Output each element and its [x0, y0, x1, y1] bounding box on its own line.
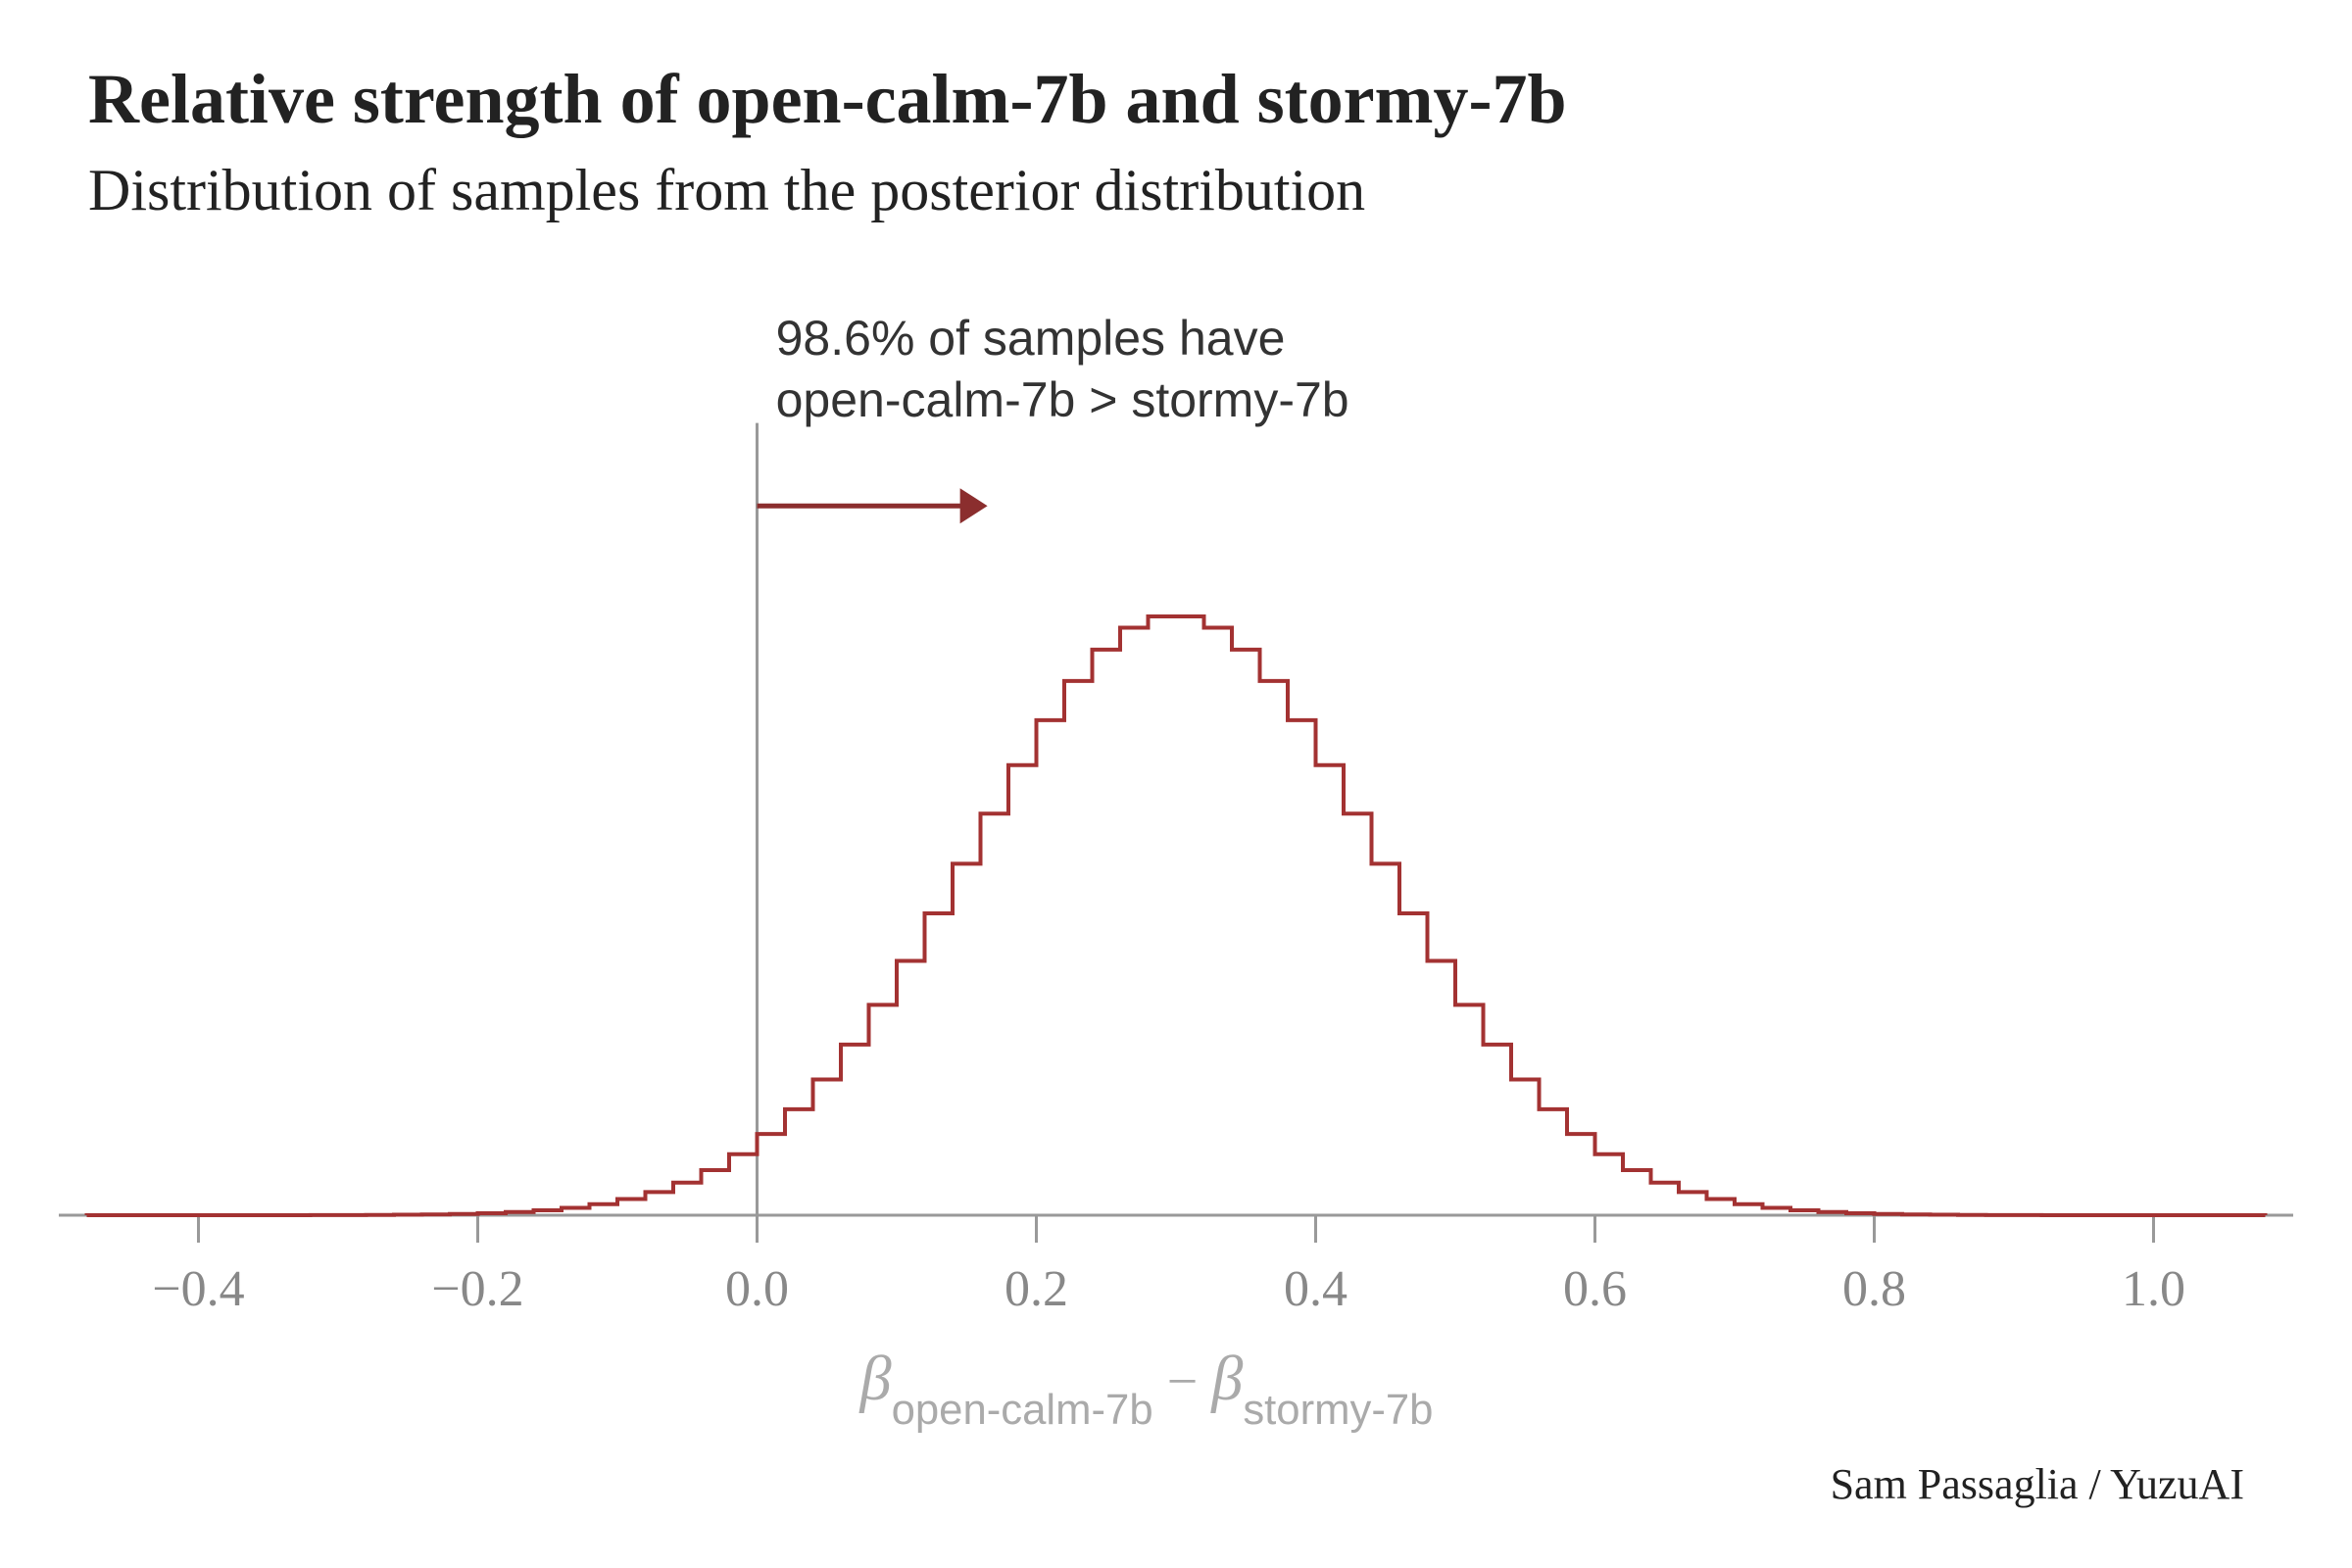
- annotation-line-1: 98.6% of samples have: [776, 311, 1286, 366]
- svg-text:−0.4: −0.4: [152, 1261, 244, 1317]
- svg-text:0.6: 0.6: [1563, 1261, 1627, 1317]
- chart-svg: −0.4 −0.2 0.0 0.2 0.4 0.6 0.8 1.0 βopen-calm-7b …: [0, 0, 2352, 1568]
- svg-text:0.8: 0.8: [1842, 1261, 1906, 1317]
- svg-text:0.2: 0.2: [1004, 1261, 1068, 1317]
- svg-text:βopen-calm-7b − βstormy-7b: βopen-calm-7b − βstormy-7b: [858, 1344, 1434, 1434]
- svg-text:0.4: 0.4: [1284, 1261, 1348, 1317]
- annotation-line-2: open-calm-7b > stormy-7b: [776, 372, 1349, 427]
- chart-container: Relative strength of open-calm-7b and st…: [0, 0, 2352, 1568]
- svg-text:0.0: 0.0: [725, 1261, 789, 1317]
- svg-text:1.0: 1.0: [2122, 1261, 2185, 1317]
- svg-text:−0.2: −0.2: [431, 1261, 523, 1317]
- credit-text: Sam Passaglia / YuzuAI: [1831, 1459, 2244, 1509]
- annotation-text: 98.6% of samples have open-calm-7b > sto…: [776, 308, 1349, 430]
